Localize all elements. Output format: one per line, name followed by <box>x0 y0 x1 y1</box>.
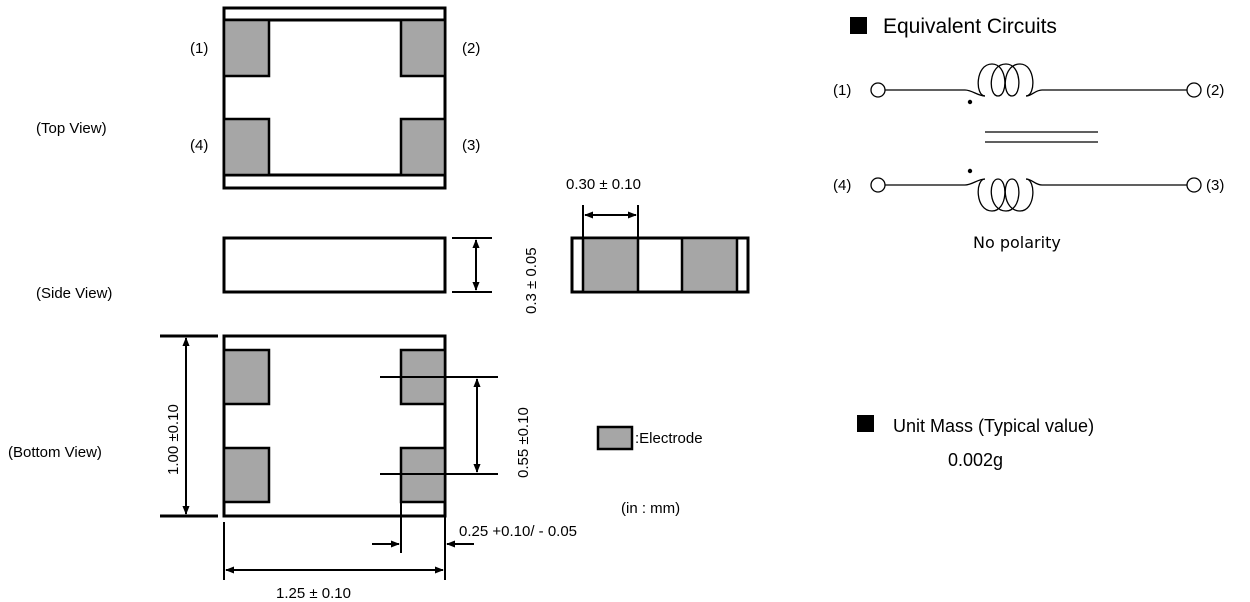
top-pad-3 <box>399 117 447 177</box>
electrode-width-label: 0.30 ± 0.10 <box>566 176 641 193</box>
polarity-note: No polarity <box>973 233 1061 252</box>
unit-mass-value: 0.002g <box>948 450 1003 470</box>
bottom-view-label: (Bottom View) <box>8 444 102 461</box>
end-view-body <box>570 236 750 294</box>
coil-upper <box>977 63 1034 97</box>
pad-width-label: 0.25 +0.10/ - 0.05 <box>459 523 577 540</box>
circuit-terminal-1 <box>870 82 886 98</box>
coil-lower <box>977 178 1034 212</box>
length-label: 1.25 ± 0.10 <box>276 585 351 602</box>
circuit-pin-2: (2) <box>1206 82 1224 99</box>
circuit-pin-4: (4) <box>833 177 851 194</box>
pin-label-3: (3) <box>462 137 480 154</box>
pin-label-1: (1) <box>190 40 208 57</box>
unit-mass-title: Unit Mass (Typical value) <box>893 416 1094 436</box>
unit-mass-bullet <box>857 415 874 432</box>
end-electrode-left <box>581 236 640 294</box>
polarity-dot-lower <box>967 168 973 174</box>
end-view <box>570 236 750 294</box>
side-view-label: (Side View) <box>36 285 112 302</box>
polarity-dot-upper <box>967 99 973 105</box>
end-electrode-right <box>680 236 739 294</box>
circuit-terminal-4 <box>870 177 886 193</box>
circuit-pin-1: (1) <box>833 82 851 99</box>
pad-pitch-label: 0.55 ±0.10 <box>515 407 532 478</box>
circuit-terminal-3 <box>1186 177 1202 193</box>
bottom-view <box>222 334 447 518</box>
thickness-label: 0.3 ± 0.05 <box>523 247 540 314</box>
equivalent-circuit: (1) (2) (4) (3) <box>833 63 1224 212</box>
side-view-body <box>222 236 447 294</box>
bottom-view-body <box>222 334 447 518</box>
pin-label-2: (2) <box>462 40 480 57</box>
units-note: (in : mm) <box>621 500 680 517</box>
circuit-terminal-2 <box>1186 82 1202 98</box>
height-label: 1.00 ±0.10 <box>165 404 182 475</box>
top-pad-1 <box>222 18 271 78</box>
bottom-pad-1 <box>222 348 271 406</box>
circuit-pin-3: (3) <box>1206 177 1224 194</box>
electrode-legend-label: :Electrode <box>635 430 703 447</box>
bottom-pad-4 <box>222 446 271 504</box>
top-pad-4 <box>222 117 271 177</box>
equivalent-circuits-bullet <box>850 17 867 34</box>
equivalent-circuits-title: Equivalent Circuits <box>883 15 1057 38</box>
top-pad-2 <box>399 18 447 78</box>
top-view-body <box>222 6 447 190</box>
pin-label-4: (4) <box>190 137 208 154</box>
top-view-label: (Top View) <box>36 120 107 137</box>
electrode-legend-swatch <box>596 425 634 451</box>
top-view <box>222 6 447 190</box>
